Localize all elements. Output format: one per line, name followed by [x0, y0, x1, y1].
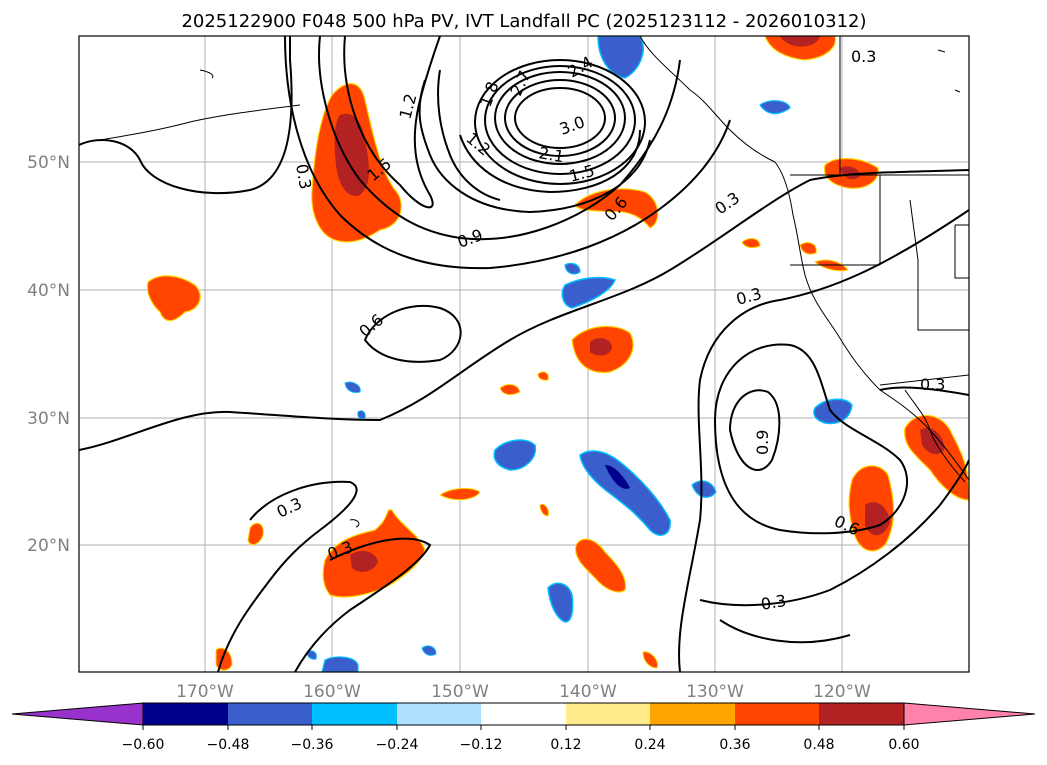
coastlines	[99, 36, 969, 528]
lat-tick-label: 20°N	[27, 536, 70, 556]
contour-label: 0.3	[759, 591, 787, 614]
map-background	[79, 36, 969, 672]
ivt-blob-core-negative	[605, 465, 630, 489]
ivt-blob-positive	[537, 371, 549, 381]
colorbar-frame	[142, 702, 905, 726]
colorbar-segment	[735, 703, 819, 725]
colorbar-tick-label: −0.36	[291, 737, 334, 753]
ivt-blob-negative	[357, 410, 366, 420]
ivt-blob-negative	[421, 645, 437, 656]
colorbar: −0.60 −0.48 −0.36 −0.24 −0.12 0.12 0.24 …	[11, 702, 1036, 753]
ivt-blob-negative	[306, 650, 317, 660]
colorbar-tick-label: 0.48	[803, 737, 834, 753]
map-frame	[78, 35, 970, 673]
colorbar-tick-label: −0.24	[376, 737, 419, 753]
ivt-blob-positive	[642, 651, 659, 669]
ivt-blob-negative	[493, 439, 537, 471]
ivt-blob-negative	[547, 582, 574, 623]
contour-label: 0.3	[920, 375, 945, 394]
colorbar-tick-label: −0.60	[122, 737, 165, 753]
colorbar-segment	[566, 703, 650, 725]
colorbar-extend-left	[11, 702, 144, 726]
ivt-positive-regions	[146, 36, 969, 671]
colorbar-extend-right	[903, 702, 1036, 726]
colorbar-segment	[312, 703, 397, 725]
colorbar-tick-marks	[142, 725, 905, 730]
lat-tick-label: 30°N	[27, 409, 70, 429]
colorbar-tick-label: 0.24	[634, 737, 665, 753]
lon-tick-label: 160°W	[303, 682, 361, 702]
ivt-blob-positive	[574, 538, 627, 593]
lat-tick-label: 40°N	[27, 281, 70, 301]
ivt-blob-negative	[691, 480, 717, 498]
ivt-blob-positive	[146, 275, 201, 322]
ivt-blob-negative	[344, 381, 361, 393]
contour-label: 0.3	[851, 47, 876, 66]
ivt-blob-positive	[439, 487, 481, 501]
latitude-tick-labels: 50°N 40°N 30°N 20°N	[27, 153, 70, 556]
ivt-blob-positive	[499, 384, 521, 396]
ivt-blob-positive	[247, 522, 264, 546]
colorbar-segment	[650, 703, 735, 725]
map-content: 0.3 1.2 1.5 1.8 2.7 2.4 3.0 1.2 2.1 1.5 …	[79, 36, 969, 672]
lon-tick-label: 140°W	[559, 682, 617, 702]
contour-label: 0.9	[753, 430, 772, 455]
colorbar-segment	[228, 703, 312, 725]
ivt-blob-negative	[579, 450, 671, 536]
contour-label: 0.3	[292, 162, 315, 190]
pv-contours	[79, 36, 969, 672]
ivt-blob-negative	[561, 276, 617, 309]
ivt-blob-negative	[597, 36, 644, 79]
colorbar-segment	[819, 703, 904, 725]
ivt-blob-positive	[764, 36, 836, 61]
ivt-blob-core	[334, 113, 369, 196]
lon-tick-label: 120°W	[813, 682, 871, 702]
ivt-blob-negative	[564, 262, 581, 275]
lon-tick-label: 170°W	[176, 682, 234, 702]
figure-title: 2025122900 F048 500 hPa PV, IVT Landfall…	[181, 11, 866, 32]
lat-tick-label: 50°N	[27, 153, 70, 173]
colorbar-segment	[481, 703, 566, 725]
colorbar-tick-label: 0.12	[550, 737, 581, 753]
lon-tick-label: 130°W	[686, 682, 744, 702]
ivt-blob-core	[590, 338, 612, 356]
ivt-blob-positive	[539, 503, 549, 517]
colorbar-tick-labels: −0.60 −0.48 −0.36 −0.24 −0.12 0.12 0.24 …	[122, 737, 920, 753]
ivt-blob-core	[350, 550, 378, 572]
colorbar-tick-label: −0.48	[207, 737, 250, 753]
ivt-blob-negative	[813, 398, 853, 425]
colorbar-segment	[397, 703, 481, 725]
colorbar-tick-label: 0.36	[719, 737, 750, 753]
ivt-negative-regions	[306, 36, 853, 672]
lon-tick-label: 150°W	[431, 682, 489, 702]
ivt-blob-core	[780, 36, 820, 47]
longitude-tick-labels: 170°W 160°W 150°W 140°W 130°W 120°W	[176, 682, 871, 702]
ivt-blob-negative	[321, 656, 359, 672]
colorbar-tick-label: 0.60	[888, 737, 919, 753]
ivt-blob-positive	[799, 242, 817, 255]
contour-label: 2.1	[537, 143, 565, 166]
colorbar-tick-label: −0.12	[460, 737, 503, 753]
ivt-blob-negative	[759, 100, 791, 115]
ivt-blob-positive	[903, 414, 969, 501]
ivt-blob-positive	[741, 238, 761, 249]
colorbar-segment	[143, 703, 228, 725]
